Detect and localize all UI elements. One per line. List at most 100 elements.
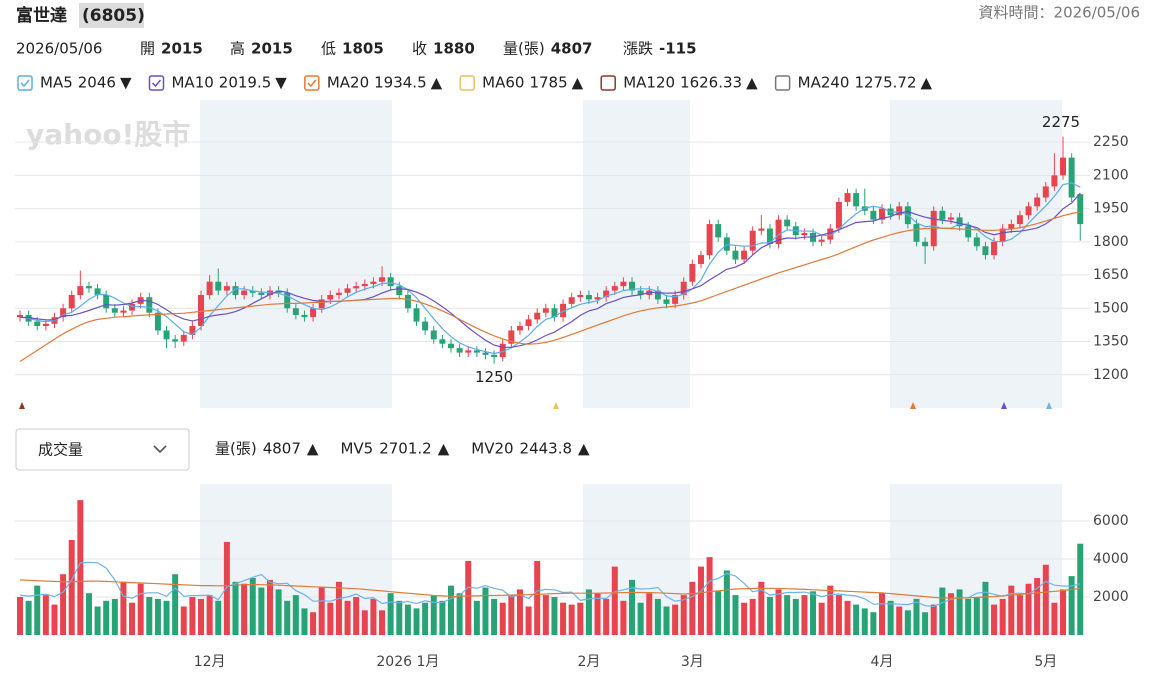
candle-body	[361, 283, 368, 287]
volume-bar	[534, 560, 541, 635]
volume-bar	[947, 593, 954, 635]
volume-bar	[422, 602, 429, 635]
volume-bar	[516, 589, 523, 635]
marker	[19, 402, 25, 409]
mv-value: 2443.8	[520, 440, 573, 458]
quote-value: 2015	[251, 40, 293, 58]
volume-bar	[870, 612, 877, 635]
max-label: 2275	[1042, 113, 1080, 131]
candle-body	[775, 219, 782, 245]
candle-body	[396, 286, 403, 295]
volume-bar	[956, 589, 963, 635]
timestamp: 資料時間：2026/05/06	[979, 4, 1140, 22]
candle-body	[249, 290, 256, 293]
volume-bar	[1025, 583, 1032, 635]
candle-body	[85, 286, 92, 289]
volume-bar	[1042, 564, 1049, 635]
band	[890, 100, 1062, 408]
volume-bar	[784, 595, 791, 635]
legend-name: MA20	[327, 74, 369, 92]
legend-checkbox	[774, 75, 791, 91]
candle-body	[404, 294, 411, 309]
candle-body	[120, 310, 127, 313]
ma-line	[19, 579, 1081, 599]
volume-bar	[198, 598, 205, 635]
volume-bar	[672, 604, 679, 635]
volume-bar	[904, 610, 911, 635]
candle-body	[318, 299, 325, 309]
quote-label: 開	[140, 40, 155, 58]
watermark: yahoo!股市	[26, 118, 190, 151]
candle-body	[482, 352, 489, 355]
volume-bar	[939, 587, 946, 635]
y-tick-label: 1650	[1093, 267, 1129, 283]
volume-bar	[965, 598, 972, 635]
volume-bar	[94, 606, 101, 635]
candle-body	[551, 308, 558, 318]
candle-body	[103, 294, 110, 309]
volume-bar	[51, 604, 58, 635]
quote-label: 漲跌	[623, 40, 653, 58]
mv-value: 2701.2	[379, 440, 432, 458]
volume-value: 4807	[263, 440, 301, 458]
candle-body	[1025, 206, 1032, 216]
volume-bar	[646, 593, 653, 635]
volume-bar	[542, 595, 549, 635]
quote-label: 高	[230, 40, 245, 58]
candle-body	[922, 241, 929, 247]
mv-name: MV5	[340, 440, 373, 458]
legend-value: 1785	[529, 74, 567, 92]
candle-body	[172, 339, 179, 342]
candle-body	[853, 193, 860, 207]
volume-bar	[818, 602, 825, 635]
candle-body	[896, 206, 903, 216]
candle-body	[784, 219, 791, 227]
candle-body	[801, 232, 808, 236]
candle-body	[353, 286, 360, 289]
volume-bar	[508, 595, 515, 635]
volume-bar	[560, 602, 567, 635]
volume-bar	[620, 600, 627, 635]
candle-body	[1077, 194, 1084, 225]
marker	[553, 402, 559, 409]
candle-body	[594, 297, 601, 300]
ma-line	[19, 192, 1081, 348]
stock-title: 富世達	[16, 5, 67, 26]
legend-value: 1275.72	[854, 74, 916, 92]
candle-body	[827, 228, 834, 240]
candle-body	[973, 237, 980, 247]
volume-bar	[1008, 585, 1015, 635]
candle-body	[1008, 224, 1015, 229]
volume-bar	[1068, 576, 1075, 635]
indicator-select[interactable]	[15, 428, 190, 471]
candle-body	[310, 308, 317, 318]
candle-body	[215, 281, 222, 291]
volume-bar	[77, 500, 84, 635]
mv-name: MV20	[471, 440, 513, 458]
candle-body	[982, 246, 989, 256]
candle-body	[1060, 157, 1067, 176]
volume-bar	[792, 598, 799, 635]
legend-trend: ▲	[746, 74, 758, 92]
volume-bar	[241, 583, 248, 635]
volume-bar	[706, 557, 713, 635]
quote-date: 2026/05/06	[16, 40, 102, 58]
legend-trend: ▲	[572, 74, 584, 92]
volume-bar	[120, 581, 127, 635]
band	[583, 100, 690, 408]
volume-bar	[603, 598, 610, 635]
min-label: 1250	[475, 368, 513, 386]
candle-body	[275, 290, 282, 293]
legend-checkbox	[304, 75, 320, 91]
signal-markers	[19, 402, 1052, 409]
candle-body	[577, 294, 584, 298]
volume-bar	[387, 593, 394, 635]
candle-body	[603, 290, 610, 298]
volume-bar	[68, 540, 75, 635]
x-tick-label: 12月	[194, 654, 226, 670]
legend-value: 1934.5	[374, 74, 427, 92]
legend-check	[307, 79, 317, 88]
ma-line	[19, 561, 1081, 608]
volume-bar	[568, 604, 575, 635]
candle-body	[672, 294, 679, 304]
